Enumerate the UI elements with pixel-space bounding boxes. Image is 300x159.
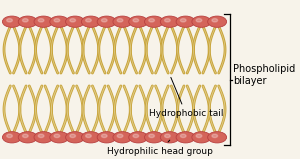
- Circle shape: [176, 16, 195, 27]
- Circle shape: [2, 132, 21, 143]
- Circle shape: [212, 134, 218, 138]
- Circle shape: [50, 16, 69, 27]
- Circle shape: [129, 132, 148, 143]
- Circle shape: [81, 16, 100, 27]
- Text: Phospholipid
bilayer: Phospholipid bilayer: [233, 64, 295, 86]
- Circle shape: [180, 19, 186, 22]
- Circle shape: [50, 132, 69, 143]
- Circle shape: [70, 19, 76, 22]
- Circle shape: [117, 134, 123, 138]
- Circle shape: [7, 134, 12, 138]
- Circle shape: [192, 132, 211, 143]
- Circle shape: [149, 134, 155, 138]
- Circle shape: [7, 19, 12, 22]
- Text: Hydrophobic tail: Hydrophobic tail: [149, 77, 223, 118]
- Circle shape: [81, 132, 100, 143]
- Circle shape: [101, 19, 107, 22]
- Circle shape: [66, 16, 85, 27]
- Circle shape: [70, 134, 76, 138]
- Circle shape: [117, 19, 123, 22]
- Circle shape: [54, 134, 60, 138]
- Circle shape: [2, 16, 21, 27]
- Circle shape: [97, 132, 116, 143]
- Circle shape: [85, 19, 91, 22]
- Circle shape: [176, 132, 195, 143]
- Text: Hydrophilic head group: Hydrophilic head group: [106, 140, 212, 156]
- Circle shape: [133, 19, 139, 22]
- Circle shape: [66, 132, 85, 143]
- Circle shape: [192, 16, 211, 27]
- Circle shape: [196, 19, 202, 22]
- Circle shape: [165, 19, 170, 22]
- Circle shape: [145, 132, 164, 143]
- Circle shape: [85, 134, 91, 138]
- Circle shape: [97, 16, 116, 27]
- Circle shape: [160, 16, 179, 27]
- Circle shape: [38, 19, 44, 22]
- Circle shape: [22, 134, 28, 138]
- Circle shape: [54, 19, 60, 22]
- Circle shape: [212, 19, 218, 22]
- Circle shape: [113, 16, 132, 27]
- Circle shape: [22, 19, 28, 22]
- Circle shape: [196, 134, 202, 138]
- Circle shape: [208, 132, 226, 143]
- Circle shape: [38, 134, 44, 138]
- Circle shape: [149, 19, 155, 22]
- Circle shape: [145, 16, 164, 27]
- Circle shape: [133, 134, 139, 138]
- Circle shape: [18, 132, 37, 143]
- Circle shape: [18, 16, 37, 27]
- Circle shape: [34, 16, 53, 27]
- Circle shape: [160, 132, 179, 143]
- Circle shape: [101, 134, 107, 138]
- Circle shape: [34, 132, 53, 143]
- Circle shape: [180, 134, 186, 138]
- Circle shape: [165, 134, 170, 138]
- Circle shape: [129, 16, 148, 27]
- Circle shape: [113, 132, 132, 143]
- Circle shape: [208, 16, 226, 27]
